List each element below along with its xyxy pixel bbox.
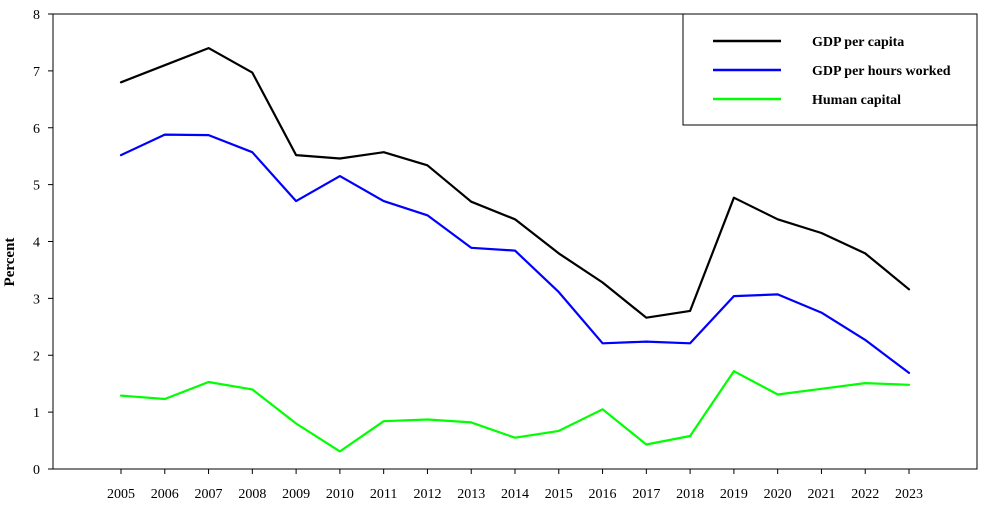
x-tick-label: 2023 — [895, 487, 923, 502]
x-tick-label: 2021 — [807, 487, 835, 502]
x-tick-label: 2013 — [457, 487, 485, 502]
series-line-gdp-per-capita — [119, 46, 911, 319]
y-axis-title: Percent — [2, 238, 18, 287]
y-tick-label: 3 — [33, 292, 40, 307]
x-tick-label: 2010 — [326, 487, 354, 502]
x-tick-label: 2016 — [589, 487, 617, 502]
y-tick-label: 6 — [33, 122, 40, 137]
y-tick-label: 1 — [33, 406, 40, 421]
x-tick-label: 2014 — [501, 487, 529, 502]
x-tick-label: 2019 — [720, 487, 748, 502]
y-tick-label: 7 — [33, 65, 40, 80]
y-tick-label: 8 — [33, 8, 40, 23]
x-tick-label: 2012 — [413, 487, 441, 502]
y-tick-label: 4 — [33, 236, 40, 251]
y-tick-label: 2 — [33, 349, 40, 364]
legend: GDP per capita GDP per hours worked Human … — [682, 13, 978, 126]
series-line-human-capital — [119, 370, 911, 453]
y-tick-label: 0 — [33, 463, 40, 478]
y-tick-label: 5 — [33, 179, 40, 194]
x-tick-label: 2015 — [545, 487, 573, 502]
legend-label-human-capital: Human capital — [812, 93, 901, 108]
x-tick-label: 2006 — [151, 487, 179, 502]
legend-label-gdp-per-capita: GDP per capita — [812, 35, 904, 50]
x-tick-label: 2011 — [370, 487, 397, 502]
x-tick-label: 2008 — [238, 487, 266, 502]
legend-label-gdp-per-hours-worked: GDP per hours worked — [812, 64, 951, 79]
series-line-gdp-per-hours-worked — [119, 133, 911, 374]
series-layer — [119, 46, 911, 453]
x-tick-label: 2020 — [764, 487, 792, 502]
x-tick-label: 2018 — [676, 487, 704, 502]
x-tick-label: 2007 — [195, 487, 223, 502]
x-tick-label: 2005 — [107, 487, 135, 502]
x-tick-label: 2009 — [282, 487, 310, 502]
y-axis: 0 1 2 3 4 5 6 7 8 — [33, 8, 53, 478]
x-tick-label: 2017 — [632, 487, 660, 502]
x-tick-label: 2022 — [851, 487, 879, 502]
x-axis: 2005 2006 2007 2008 2009 2010 2011 2012 2013 2014… — [107, 469, 923, 502]
